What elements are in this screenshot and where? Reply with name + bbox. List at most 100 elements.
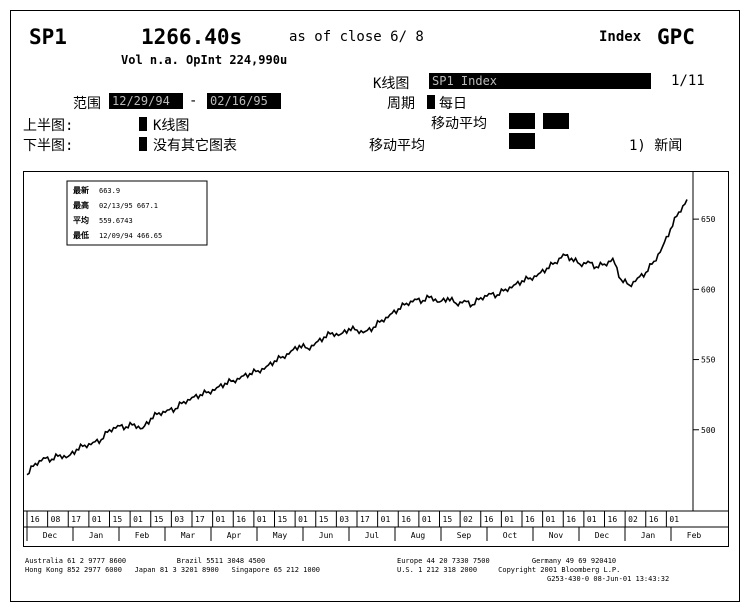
price-series-line [26, 199, 688, 476]
stats-high-label: 最高 [73, 200, 89, 210]
x-month-label: May [273, 531, 288, 540]
upper-chart-label: 上半图: [23, 118, 74, 134]
x-month-label: Jul [365, 531, 380, 540]
range-end-field[interactable]: 02/16/95 [207, 93, 281, 109]
footer-right-line-3: G253-430-0 08-Jun-01 13:43:32 [547, 575, 670, 583]
y-tick-label: 500 [701, 426, 716, 435]
moving-average-label-top: 移动平均 [431, 116, 487, 132]
stats-latest-label: 最新 [73, 185, 89, 195]
x-day-label: 16 [525, 515, 535, 524]
y-tick-label: 600 [701, 285, 716, 294]
as-of-text: as of close 6/ 8 [289, 29, 424, 45]
stats-low-value: 12/09/94 466.65 [99, 232, 162, 240]
x-day-label: 02 [628, 515, 638, 524]
x-day-label: 16 [484, 515, 494, 524]
x-day-label: 15 [154, 515, 164, 524]
page-indicator[interactable]: 1/11 [671, 73, 705, 89]
x-month-label: Dec [43, 531, 58, 540]
x-day-label: 01 [669, 515, 679, 524]
x-day-label: 03 [174, 515, 184, 524]
moving-average-label-bottom: 移动平均 [369, 138, 425, 154]
stats-box: 最新 663.9 最高 02/13/95 667.1 平均 559.6743 最… [66, 180, 208, 246]
footer-contacts-right: Europe 44 20 7330 7500 Germany 49 69 920… [397, 557, 669, 584]
x-day-label: 17 [195, 515, 205, 524]
volume-open-interest: Vol n.a. OpInt 224,990u [121, 53, 288, 67]
x-day-label: 03 [339, 515, 349, 524]
moving-average-field-1[interactable] [509, 113, 535, 129]
y-axis-ticks: 650 600 550 500 [693, 215, 716, 435]
lower-chart-input-marker[interactable] [139, 137, 147, 151]
bloomberg-terminal-screen: SP1 1266.40s as of close 6/ 8 Index GPC … [10, 10, 740, 602]
moving-average-field-2[interactable] [543, 113, 569, 129]
x-day-label: 02 [463, 515, 473, 524]
x-day-label: 16 [236, 515, 246, 524]
x-day-label: 16 [401, 515, 411, 524]
x-day-label: 15 [278, 515, 288, 524]
x-month-label: Feb [687, 531, 702, 540]
ticker-symbol: SP1 [29, 25, 67, 49]
x-axis-month-labels: Dec Jan Feb Mar Apr May Jun Jul Aug Sep Oct Nov Dec J… [26, 527, 702, 541]
x-month-label: Dec [595, 531, 610, 540]
stats-average-value: 559.6743 [99, 217, 133, 225]
x-day-label: 08 [51, 515, 61, 524]
stats-low-label: 最低 [73, 230, 89, 240]
x-day-label: 16 [649, 515, 659, 524]
x-day-label: 16 [608, 515, 618, 524]
period-value[interactable]: 每日 [439, 96, 467, 112]
x-month-label: Jun [319, 531, 334, 540]
stats-high-value: 02/13/95 667.1 [99, 202, 158, 210]
x-day-label: 16 [30, 515, 40, 524]
x-day-label: 15 [113, 515, 123, 524]
x-day-label: 01 [133, 515, 143, 524]
upper-chart-value[interactable]: K线图 [153, 118, 190, 134]
moving-average-field-3[interactable] [509, 133, 535, 149]
footer-left-line-2: Hong Kong 852 2977 6000 Japan 81 3 3201 … [25, 566, 321, 574]
x-day-label: 01 [546, 515, 556, 524]
x-month-label: Sep [457, 531, 472, 540]
kline-label: K线图 [373, 76, 410, 92]
x-month-label: Jan [641, 531, 656, 540]
period-input-marker[interactable] [427, 95, 435, 109]
range-start-field[interactable]: 12/29/94 [109, 93, 183, 109]
x-day-label: 15 [443, 515, 453, 524]
x-month-label: Nov [549, 531, 564, 540]
last-price: 1266.40s [141, 25, 243, 49]
x-month-label: Jan [89, 531, 104, 540]
period-label: 周期 [387, 96, 415, 112]
x-month-label: Mar [181, 531, 196, 540]
range-label: 范围 [73, 96, 101, 112]
footer-right-line-2: U.S. 1 212 318 2000 Copyright 2001 Bloom… [397, 566, 621, 574]
lower-chart-label: 下半图: [23, 138, 74, 154]
x-day-label: 01 [422, 515, 432, 524]
upper-chart-input-marker[interactable] [139, 117, 147, 131]
x-axis-day-labels: 16 08 17 01 15 01 15 03 17 01 16 01 15 01 15 03 17 01 16 01… [26, 511, 679, 527]
x-month-label: Apr [227, 531, 242, 540]
x-day-label: 01 [587, 515, 597, 524]
x-day-label: 16 [566, 515, 576, 524]
x-day-label: 01 [298, 515, 308, 524]
y-tick-label: 550 [701, 356, 716, 365]
x-month-label: Feb [135, 531, 150, 540]
index-label: Index [599, 29, 642, 45]
stats-average-label: 平均 [73, 215, 89, 225]
x-month-label: Oct [503, 531, 518, 540]
y-tick-label: 650 [701, 215, 716, 224]
x-month-label: Aug [411, 531, 426, 540]
x-day-label: 01 [504, 515, 514, 524]
footer-right-line-1: Europe 44 20 7330 7500 Germany 49 69 920… [397, 557, 617, 565]
function-code[interactable]: GPC [657, 25, 695, 49]
stats-latest-value: 663.9 [99, 187, 120, 195]
x-day-label: 01 [92, 515, 102, 524]
security-field[interactable]: SP1 Index [429, 73, 651, 89]
footer-left-line-1: Australia 61 2 9777 8600 Brazil 5511 304… [25, 557, 266, 565]
x-day-label: 01 [257, 515, 267, 524]
range-separator: - [189, 93, 198, 109]
x-day-label: 17 [360, 515, 370, 524]
footer-contacts-left: Australia 61 2 9777 8600 Brazil 5511 304… [25, 557, 320, 575]
x-day-label: 01 [216, 515, 226, 524]
lower-chart-value[interactable]: 没有其它图表 [153, 138, 237, 154]
x-day-label: 15 [319, 515, 329, 524]
news-link[interactable]: 1) 新闻 [629, 138, 683, 154]
price-chart: 650 600 550 500 16 08 17 01 15 01 15 03 17 01 16 01 15 0… [23, 171, 729, 547]
x-day-label: 17 [71, 515, 81, 524]
